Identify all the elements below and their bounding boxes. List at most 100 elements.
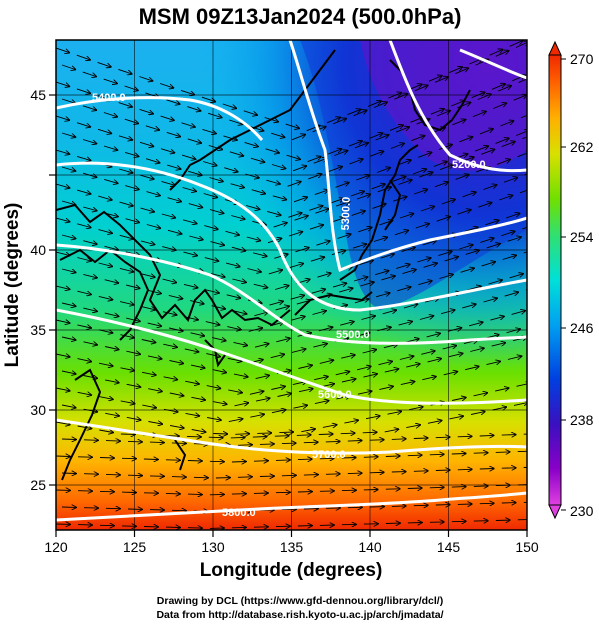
- wind-arrow: [232, 462, 246, 463]
- wind-arrow: [84, 474, 98, 475]
- wind-arrow: [524, 467, 538, 468]
- y-axis-title: Latitude (degrees): [2, 203, 23, 368]
- credit-drawing: Drawing by DCL (https://www.gfd-dennou.o…: [157, 595, 443, 607]
- wind-arrow: [474, 486, 488, 487]
- y-tick-label: 45: [30, 87, 46, 103]
- x-tick-label: 140: [358, 539, 382, 555]
- contour-label: 5500.0: [336, 329, 370, 341]
- x-tick-label: 130: [201, 539, 225, 555]
- colorbar: 230 238 246 254 262 270: [549, 42, 594, 519]
- figure-title: MSM 09Z13Jan2024 (500.0hPa): [139, 4, 462, 29]
- wind-arrow: [518, 451, 532, 452]
- wind-arrow: [524, 434, 538, 435]
- contour-label: 5600.0: [318, 389, 352, 401]
- wind-arrow: [370, 440, 384, 441]
- wind-arrow: [188, 461, 202, 462]
- contour-label: 5400.0: [92, 92, 126, 104]
- wind-arrow: [100, 458, 114, 459]
- x-axis-title: Longitude (degrees): [200, 560, 383, 581]
- wind-arrow: [370, 472, 384, 473]
- wind-arrow: [348, 441, 362, 442]
- wind-arrow: [364, 457, 378, 458]
- wind-arrow: [326, 441, 340, 442]
- wind-arrow: [414, 471, 428, 472]
- wind-arrow: [172, 477, 186, 478]
- wind-arrow: [363, 432, 377, 433]
- wind-arrow: [254, 461, 268, 462]
- wind-arrow: [188, 494, 202, 495]
- wind-arrow: [326, 474, 340, 475]
- wind-arrow: [319, 434, 333, 435]
- colorbar-tick-label: 230: [570, 503, 594, 519]
- wind-arrow: [408, 488, 422, 489]
- wind-arrow: [231, 437, 245, 438]
- wind-arrow: [279, 432, 293, 433]
- x-tick-label: 145: [437, 539, 461, 555]
- wind-arrow: [106, 474, 120, 475]
- contour-label: 5700.0: [312, 449, 346, 461]
- wind-arrow: [480, 469, 494, 470]
- wind-arrow: [474, 453, 488, 454]
- y-tick-label: 40: [30, 242, 46, 258]
- contour-label: 5300.0: [340, 196, 353, 230]
- wind-arrow: [304, 475, 318, 476]
- wind-arrow: [297, 435, 311, 436]
- wind-arrow: [430, 454, 444, 455]
- wind-arrow: [392, 506, 406, 507]
- wind-arrow: [414, 438, 428, 439]
- wind-arrow: [144, 459, 158, 460]
- wind-arrow: [235, 434, 249, 435]
- wind-arrow: [430, 487, 444, 488]
- colorbar-tick-label: 254: [570, 229, 594, 245]
- wind-arrow: [408, 455, 422, 456]
- wind-arrow: [194, 477, 208, 478]
- wind-arrow: [253, 437, 267, 438]
- y-tick-label: 30: [30, 402, 46, 418]
- wind-arrow: [187, 436, 201, 437]
- wind-arrow: [56, 456, 70, 457]
- wind-arrow: [304, 442, 318, 443]
- wind-arrow: [526, 286, 539, 290]
- wind-arrow: [276, 460, 290, 461]
- x-tick-label: 125: [123, 539, 147, 555]
- wind-arrow: [257, 433, 271, 434]
- wind-arrow: [458, 469, 472, 470]
- colorbar-tick-label: 246: [570, 320, 594, 336]
- wind-arrow: [348, 473, 362, 474]
- contour-label: 5200.0: [452, 159, 486, 171]
- wind-arrow: [150, 442, 164, 443]
- colorbar-tick-label: 270: [570, 51, 594, 67]
- wind-arrow: [84, 440, 98, 441]
- wind-arrow: [128, 441, 142, 442]
- x-tick-label: 135: [280, 539, 304, 555]
- wind-arrow: [238, 477, 252, 478]
- y-tick-label: 35: [30, 322, 46, 338]
- wind-arrow: [452, 454, 466, 455]
- wind-arrow: [209, 437, 223, 438]
- wind-arrow: [341, 433, 355, 434]
- x-tick-label: 150: [515, 539, 539, 555]
- wind-arrow: [213, 434, 227, 435]
- wind-arrow: [172, 443, 186, 444]
- wind-arrow: [502, 435, 516, 436]
- wind-arrow: [275, 436, 289, 437]
- credit-data: Data from http://database.rish.kyoto-u.a…: [156, 609, 443, 621]
- wind-arrow: [436, 437, 450, 438]
- wind-arrow: [480, 435, 494, 436]
- colorbar-tick-label: 262: [570, 139, 594, 155]
- wind-arrow: [436, 470, 450, 471]
- x-tick-label: 120: [44, 539, 68, 555]
- wind-arrow: [392, 439, 406, 440]
- y-tick-label: 25: [30, 477, 46, 493]
- wind-arrow: [106, 441, 120, 442]
- wind-arrow: [298, 459, 312, 460]
- wind-arrow: [282, 443, 296, 444]
- wind-arrow: [282, 475, 296, 476]
- wind-arrow: [166, 493, 180, 494]
- wind-arrow: [121, 434, 135, 435]
- wind-arrow: [62, 439, 76, 440]
- wind-arrow: [260, 444, 274, 445]
- wind-arrow: [386, 456, 400, 457]
- wind-arrow: [496, 452, 510, 453]
- wind-arrow: [452, 487, 466, 488]
